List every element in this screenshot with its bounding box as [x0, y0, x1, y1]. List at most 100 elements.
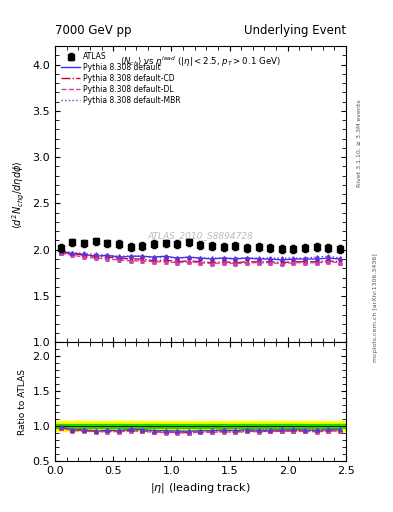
Pythia 8.308 default-CD: [152, 258, 156, 264]
Pythia 8.308 default-DL: [291, 260, 296, 266]
Pythia 8.308 default-MBR: [128, 253, 133, 259]
Pythia 8.308 default-MBR: [117, 253, 121, 259]
Text: ATLAS_2010_S8894728: ATLAS_2010_S8894728: [147, 231, 253, 240]
Pythia 8.308 default-DL: [256, 260, 261, 266]
Pythia 8.308 default-MBR: [268, 255, 273, 261]
Pythia 8.308 default-MBR: [175, 255, 180, 261]
Pythia 8.308 default-DL: [338, 260, 342, 266]
Pythia 8.308 default-DL: [163, 259, 168, 265]
Pythia 8.308 default-DL: [94, 255, 98, 261]
Pythia 8.308 default-CD: [175, 259, 180, 265]
Pythia 8.308 default-DL: [221, 260, 226, 266]
Text: Rivet 3.1.10, ≥ 3.3M events: Rivet 3.1.10, ≥ 3.3M events: [357, 99, 362, 187]
Pythia 8.308 default-MBR: [233, 255, 238, 261]
Pythia 8.308 default: [338, 256, 342, 262]
Text: 7000 GeV pp: 7000 GeV pp: [55, 24, 132, 37]
Pythia 8.308 default-DL: [117, 257, 121, 263]
Pythia 8.308 default-CD: [163, 257, 168, 263]
Pythia 8.308 default-DL: [70, 252, 75, 259]
Pythia 8.308 default-MBR: [256, 255, 261, 261]
Pythia 8.308 default: [105, 252, 110, 259]
Pythia 8.308 default-MBR: [291, 255, 296, 261]
Pythia 8.308 default-CD: [128, 256, 133, 262]
Pythia 8.308 default-MBR: [198, 255, 203, 261]
Text: Underlying Event: Underlying Event: [244, 24, 346, 37]
Pythia 8.308 default: [291, 256, 296, 262]
Pythia 8.308 default-CD: [314, 259, 319, 265]
Pythia 8.308 default-MBR: [70, 249, 75, 255]
Pythia 8.308 default-MBR: [140, 253, 145, 259]
Pythia 8.308 default-DL: [105, 256, 110, 262]
Pythia 8.308 default-DL: [175, 260, 180, 266]
Pythia 8.308 default-DL: [268, 260, 273, 266]
Pythia 8.308 default: [128, 253, 133, 259]
Pythia 8.308 default-CD: [326, 258, 331, 264]
Line: Pythia 8.308 default-CD: Pythia 8.308 default-CD: [61, 251, 340, 263]
Pythia 8.308 default-MBR: [221, 255, 226, 261]
Pythia 8.308 default: [303, 256, 307, 262]
Legend: ATLAS, Pythia 8.308 default, Pythia 8.308 default-CD, Pythia 8.308 default-DL, P: ATLAS, Pythia 8.308 default, Pythia 8.30…: [59, 50, 183, 107]
Pythia 8.308 default-MBR: [152, 254, 156, 260]
Pythia 8.308 default-CD: [82, 252, 86, 259]
Line: Pythia 8.308 default-DL: Pythia 8.308 default-DL: [61, 253, 340, 264]
Pythia 8.308 default-DL: [210, 261, 215, 267]
Pythia 8.308 default-MBR: [94, 251, 98, 258]
Pythia 8.308 default-CD: [186, 258, 191, 264]
Pythia 8.308 default-DL: [186, 259, 191, 265]
Pythia 8.308 default-CD: [244, 259, 249, 265]
Pythia 8.308 default-DL: [59, 250, 63, 257]
Pythia 8.308 default: [70, 250, 75, 257]
Pythia 8.308 default-CD: [221, 259, 226, 265]
Pythia 8.308 default: [94, 253, 98, 259]
Pythia 8.308 default-DL: [198, 260, 203, 266]
Pythia 8.308 default: [59, 249, 63, 255]
Pythia 8.308 default-MBR: [326, 253, 331, 259]
Pythia 8.308 default: [256, 256, 261, 262]
Pythia 8.308 default-DL: [152, 259, 156, 265]
Pythia 8.308 default-MBR: [279, 255, 284, 261]
X-axis label: $|\eta|$ (leading track): $|\eta|$ (leading track): [150, 481, 251, 495]
Pythia 8.308 default-MBR: [186, 254, 191, 260]
Pythia 8.308 default-DL: [303, 260, 307, 266]
Pythia 8.308 default: [163, 253, 168, 259]
Pythia 8.308 default-MBR: [303, 255, 307, 261]
Pythia 8.308 default-MBR: [210, 255, 215, 261]
Pythia 8.308 default-MBR: [105, 252, 110, 259]
Pythia 8.308 default-CD: [303, 259, 307, 265]
Y-axis label: $\langle d^2 N_{chg}/d\eta d\phi \rangle$: $\langle d^2 N_{chg}/d\eta d\phi \rangle…: [11, 160, 27, 228]
Pythia 8.308 default-DL: [140, 258, 145, 264]
Pythia 8.308 default: [198, 255, 203, 261]
Bar: [55, 421, 346, 431]
Pythia 8.308 default: [221, 255, 226, 261]
Pythia 8.308 default: [233, 256, 238, 262]
Pythia 8.308 default-CD: [338, 259, 342, 265]
Pythia 8.308 default-CD: [279, 260, 284, 266]
Pythia 8.308 default-DL: [128, 258, 133, 264]
Pythia 8.308 default: [140, 253, 145, 259]
Pythia 8.308 default-CD: [59, 248, 63, 254]
Text: $\langle N_{ch} \rangle$ vs $\eta^{lead}$ ($|\eta| < 2.5$, $p_T > 0.1$ GeV): $\langle N_{ch} \rangle$ vs $\eta^{lead}…: [120, 55, 281, 69]
Pythia 8.308 default: [279, 257, 284, 263]
Pythia 8.308 default-CD: [210, 260, 215, 266]
Pythia 8.308 default-CD: [233, 260, 238, 266]
Pythia 8.308 default-MBR: [82, 250, 86, 257]
Pythia 8.308 default-CD: [117, 255, 121, 261]
Pythia 8.308 default-MBR: [244, 255, 249, 261]
Pythia 8.308 default-DL: [326, 259, 331, 265]
Pythia 8.308 default: [152, 254, 156, 260]
Pythia 8.308 default-CD: [198, 259, 203, 265]
Pythia 8.308 default-DL: [233, 261, 238, 267]
Pythia 8.308 default-MBR: [314, 254, 319, 260]
Pythia 8.308 default: [210, 256, 215, 262]
Pythia 8.308 default-MBR: [338, 255, 342, 261]
Pythia 8.308 default-CD: [94, 253, 98, 259]
Text: mcplots.cern.ch [arXiv:1306.3436]: mcplots.cern.ch [arXiv:1306.3436]: [373, 253, 378, 361]
Pythia 8.308 default: [186, 254, 191, 260]
Pythia 8.308 default-DL: [82, 254, 86, 260]
Y-axis label: Ratio to ATLAS: Ratio to ATLAS: [18, 369, 27, 435]
Line: Pythia 8.308 default-MBR: Pythia 8.308 default-MBR: [61, 251, 340, 258]
Line: Pythia 8.308 default: Pythia 8.308 default: [61, 252, 340, 260]
Pythia 8.308 default-CD: [70, 250, 75, 257]
Pythia 8.308 default-CD: [291, 259, 296, 265]
Pythia 8.308 default: [244, 255, 249, 261]
